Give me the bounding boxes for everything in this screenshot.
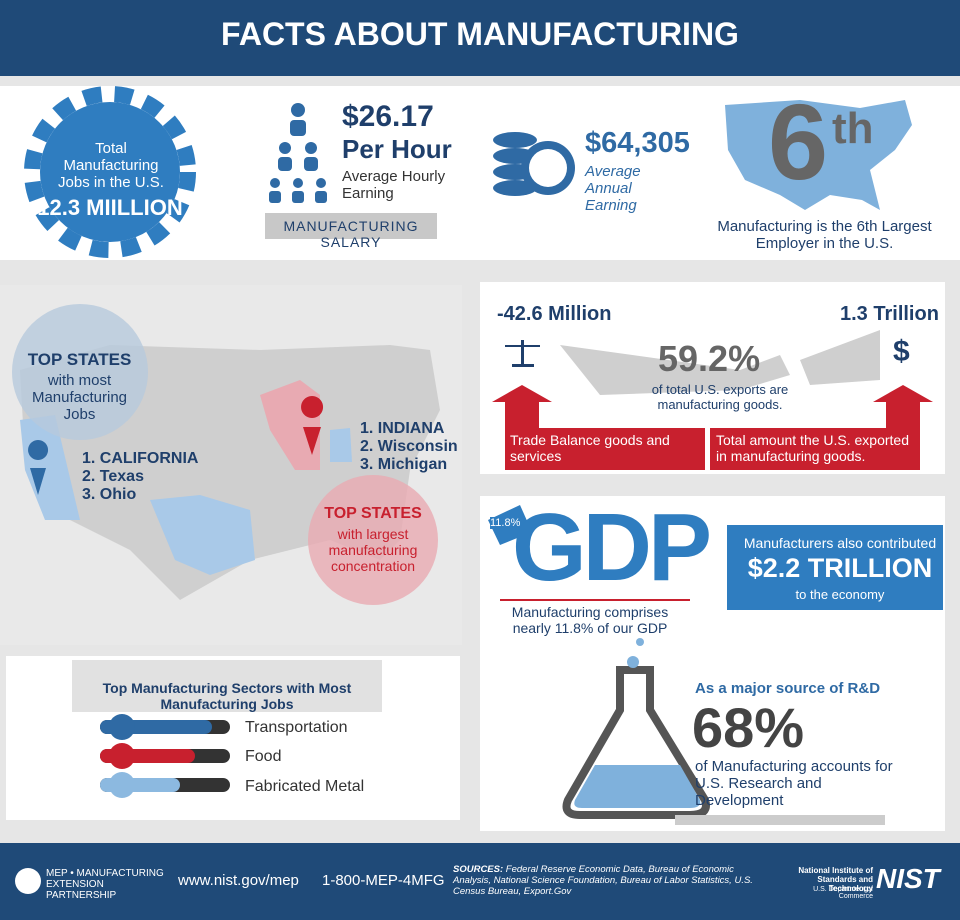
hourly-unit: Per Hour	[342, 134, 452, 164]
rank-suffix: th	[832, 104, 874, 153]
rd-heading: As a major source of R&D	[695, 680, 881, 697]
scale-icon	[505, 340, 540, 367]
bubble	[627, 656, 639, 668]
bubble	[636, 638, 644, 646]
rank-label: Manufacturing is the 6th Largest Employe…	[717, 218, 932, 252]
trade-balance: -42.6 Million	[497, 303, 612, 325]
gdp-label: Manufacturing comprises nearly 11.8% of …	[511, 604, 669, 636]
texas-shape	[150, 495, 255, 575]
exports-box	[710, 428, 920, 470]
salary-tag: MANUFACTURING SALARY	[283, 218, 419, 250]
shelf	[675, 815, 885, 825]
sectors-title: Top Manufacturing Sectors with Most Manu…	[102, 680, 352, 712]
gear-teeth	[24, 86, 196, 258]
pin-red	[301, 396, 324, 455]
trade-exports: 1.3 Trillion	[840, 303, 939, 325]
header-band	[0, 0, 960, 76]
hourly-label: Average Hourly Earning	[342, 168, 446, 202]
flask-liquid	[574, 765, 701, 808]
hourly-amount: $26.17	[342, 100, 434, 133]
footer-phone: 1-800-MEP-4MFG	[322, 872, 445, 889]
gdp-word: GDP	[512, 494, 712, 601]
footer-org: MEP • MANUFACTURING EXTENSION PARTNERSHI…	[46, 868, 164, 901]
state: 1. CALIFORNIA	[82, 450, 199, 467]
sectors-title-box	[72, 660, 382, 712]
gdp-share: 11.8%	[490, 517, 521, 529]
dollar-icon: $	[893, 335, 910, 368]
jobs-states-sub: with most Manufacturing Jobs	[31, 372, 128, 423]
rd-share: 68%	[692, 696, 805, 759]
balance-label: Trade Balance goods and services	[510, 432, 670, 464]
gear	[40, 102, 180, 242]
ohio-shape	[330, 428, 352, 462]
state: 2. Texas	[82, 468, 144, 485]
sector: Transportation	[245, 719, 348, 736]
trade-share-label: of total U.S. exports are manufacturing …	[651, 382, 789, 412]
nist-logo: NIST	[876, 863, 940, 894]
jobs-value: 12.3 MIILLION	[37, 195, 183, 220]
exports-label: Total amount the U.S. exported in manufa…	[716, 432, 909, 464]
jobs-states-heading: TOP STATES	[27, 350, 132, 369]
concentration-heading: TOP STATES	[324, 505, 422, 522]
annual-label: Average Annual Earning	[585, 163, 641, 214]
contrib-intro: Manufacturers also contributed	[743, 535, 937, 551]
mep-logo	[15, 868, 41, 894]
jobs-states-list: 1. CALIFORNIA 2. Texas 3. Ohio	[82, 450, 198, 504]
workers-icon	[269, 103, 327, 203]
sector: Fabricated Metal	[245, 778, 365, 795]
state: 2. Wisconsin	[360, 438, 458, 455]
annual-amount: $64,305	[585, 127, 690, 159]
sector-gauges	[100, 714, 230, 798]
state: 3. Ohio	[82, 486, 137, 503]
jobs-label: Total Manufacturing Jobs in the U.S.	[58, 140, 164, 191]
sector: Food	[245, 748, 282, 765]
rd-label: of Manufacturing accounts for U.S. Resea…	[695, 758, 893, 809]
footer-department: U.S. Department of Commerce	[813, 886, 873, 900]
state: 3. Michigan	[360, 456, 448, 473]
trade-share: 59.2%	[658, 338, 761, 379]
state: 1. INDIANA	[360, 420, 445, 437]
concentration-sub: with largest manufacturing concentration	[328, 526, 418, 574]
coins-icon	[493, 132, 575, 196]
rank-number: 6	[768, 81, 829, 202]
plane-icon	[560, 345, 790, 395]
sources-label: SOURCES:	[453, 864, 504, 875]
contrib-box	[727, 525, 943, 610]
arrow-left	[492, 385, 552, 430]
pin-blue	[28, 440, 49, 495]
ship-icon	[800, 330, 880, 385]
salary-tag-box	[265, 213, 437, 239]
concentration-list: 1. INDIANA 2. Wisconsin 3. Michigan	[360, 420, 458, 474]
sources-text: Federal Reserve Economic Data, Bureau of…	[453, 864, 753, 897]
footer-band	[0, 843, 960, 920]
contrib-value: $2.2 TRILLION	[747, 553, 933, 583]
jobs-circle	[12, 304, 148, 440]
title: FACTS ABOUT MANUFACTURING	[221, 16, 739, 52]
arrow-right	[873, 385, 933, 430]
footer-url: www.nist.gov/mep	[178, 872, 299, 889]
footer-sources: SOURCES: Federal Reserve Economic Data, …	[453, 864, 768, 897]
us-map	[725, 100, 912, 210]
balance-box	[505, 428, 705, 470]
contrib-outro: to the economy	[795, 587, 885, 602]
concentration-circle	[308, 475, 438, 605]
footer-agency: National Institute of Standards and Tech…	[798, 866, 873, 893]
